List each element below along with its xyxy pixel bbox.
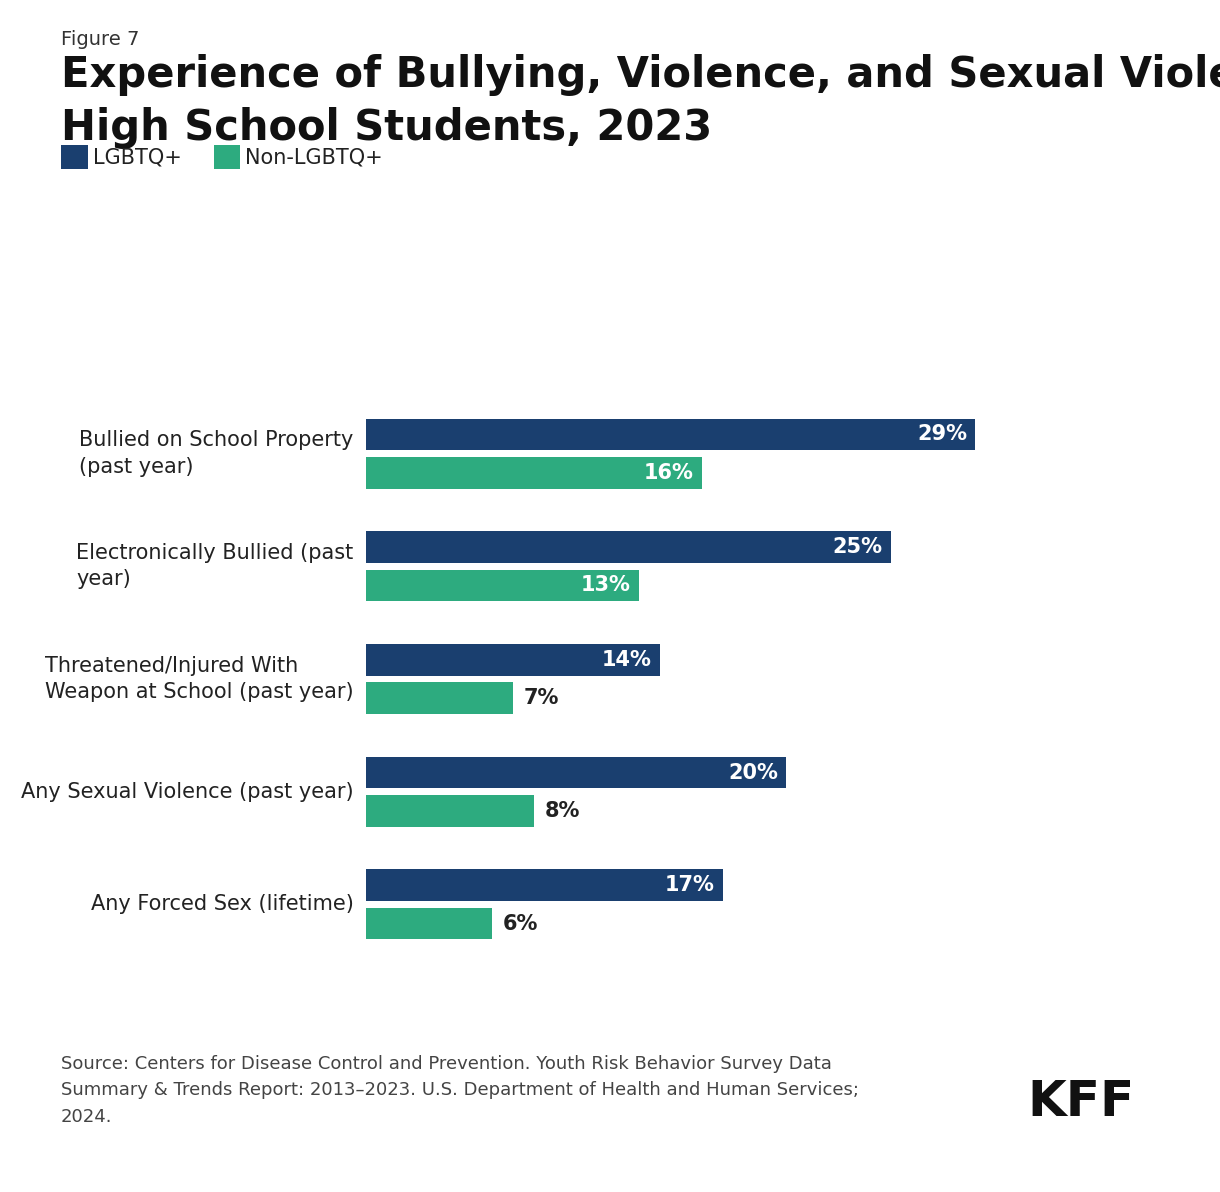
Text: 8%: 8% xyxy=(544,801,580,821)
Text: 25%: 25% xyxy=(833,538,883,557)
Bar xyxy=(366,644,660,676)
Text: 17%: 17% xyxy=(665,875,715,895)
Bar xyxy=(366,757,786,788)
Text: High School Students, 2023: High School Students, 2023 xyxy=(61,107,712,149)
Bar xyxy=(366,795,534,826)
Text: 16%: 16% xyxy=(644,462,694,483)
Text: 13%: 13% xyxy=(581,576,631,596)
Text: Threatened/Injured With
Weapon at School (past year): Threatened/Injured With Weapon at School… xyxy=(45,656,354,702)
Text: Source: Centers for Disease Control and Prevention. Youth Risk Behavior Survey D: Source: Centers for Disease Control and … xyxy=(61,1055,859,1125)
Text: 14%: 14% xyxy=(601,650,651,670)
Text: 7%: 7% xyxy=(523,688,559,708)
Bar xyxy=(366,457,703,489)
Text: Bullied on School Property
(past year): Bullied on School Property (past year) xyxy=(79,430,354,477)
Bar xyxy=(366,869,723,901)
Text: Figure 7: Figure 7 xyxy=(61,30,139,49)
Bar xyxy=(366,532,892,563)
Text: 20%: 20% xyxy=(728,763,778,782)
Bar xyxy=(366,418,975,451)
Text: LGBTQ+: LGBTQ+ xyxy=(93,148,182,167)
Text: Any Forced Sex (lifetime): Any Forced Sex (lifetime) xyxy=(90,894,354,914)
Bar xyxy=(366,570,639,601)
Text: Any Sexual Violence (past year): Any Sexual Violence (past year) xyxy=(21,782,354,802)
Text: 29%: 29% xyxy=(917,424,967,445)
Text: KFF: KFF xyxy=(1027,1079,1135,1126)
Text: 6%: 6% xyxy=(503,913,538,933)
Text: Electronically Bullied (past
year): Electronically Bullied (past year) xyxy=(76,544,354,590)
Text: Non-LGBTQ+: Non-LGBTQ+ xyxy=(245,148,383,167)
Bar xyxy=(366,908,492,939)
Bar xyxy=(366,682,514,714)
Text: Experience of Bullying, Violence, and Sexual Violence Among: Experience of Bullying, Violence, and Se… xyxy=(61,54,1220,95)
